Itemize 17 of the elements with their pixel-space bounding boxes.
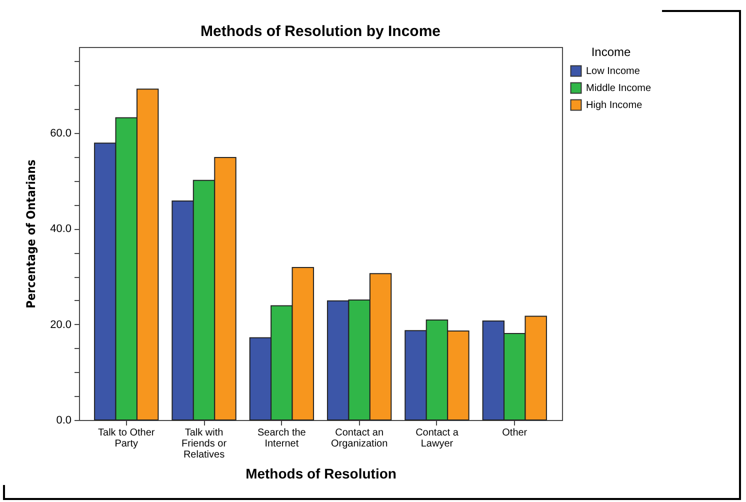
x-tick-label: Contact a Lawyer bbox=[416, 428, 459, 450]
y-tick-label: 0.0 bbox=[56, 414, 72, 426]
x-tick-label: Talk with Friends or Relatives bbox=[182, 428, 228, 460]
y-tick-label: 40.0 bbox=[50, 223, 72, 236]
y-axis-title: Percentage of Ontarians bbox=[24, 160, 38, 308]
y-tick-label: 60.0 bbox=[50, 128, 72, 140]
x-axis-title: Methods of Resolution bbox=[246, 466, 396, 482]
y-tick-label: 20.0 bbox=[50, 318, 72, 331]
legend-label: Low Income bbox=[586, 66, 640, 77]
x-tick-label: Contact an Organization bbox=[330, 428, 388, 450]
legend-label: Middle Income bbox=[586, 83, 652, 94]
chart-title: Methods of Resolution by Income bbox=[200, 23, 441, 40]
legend-label: High Income bbox=[586, 100, 643, 111]
x-tick-label: Talk to Other Party bbox=[98, 428, 156, 450]
x-tick-label: Search the Internet bbox=[257, 428, 306, 450]
legend-title: Income bbox=[591, 45, 631, 59]
x-tick-label: Other bbox=[502, 428, 528, 438]
